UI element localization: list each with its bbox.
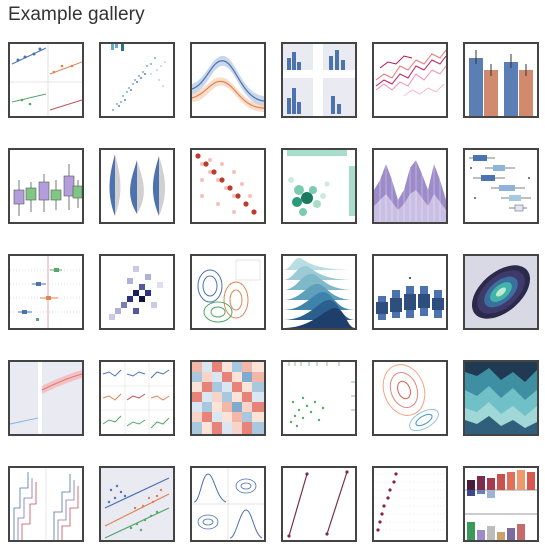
thumbnail-facetgrid-steps[interactable] — [8, 466, 84, 542]
anscombes-quartet-image — [10, 44, 82, 116]
thumbnail-dot-plot[interactable] — [372, 466, 448, 542]
thumbnail-palette-barplot[interactable] — [463, 466, 539, 542]
thumbnail-multiple-bivariate-kde[interactable] — [190, 254, 266, 330]
thumbnail-scatter-jointplot-density[interactable] — [99, 42, 175, 118]
regression-scatter-image — [101, 468, 173, 540]
thumbnail-slope-lines[interactable] — [281, 466, 357, 542]
thumbnail-joint-kde-scatter[interactable] — [463, 254, 539, 330]
thumbnail-regression-scatter[interactable] — [99, 466, 175, 542]
small-multiples-timeseries-image — [101, 362, 173, 434]
thumbnail-layered-histogram[interactable] — [372, 148, 448, 224]
dot-plot-image — [374, 468, 446, 540]
joint-kde-contours-image — [374, 362, 446, 434]
thumbnail-spreadsheet-heatmap[interactable] — [190, 360, 266, 436]
spreadsheet-heatmap-image — [192, 362, 264, 434]
pairgrid-kde-image — [192, 468, 264, 540]
thumbnail-errorband-lineplots[interactable] — [190, 42, 266, 118]
horizontal-boxplot-image — [465, 150, 537, 222]
thumbnail-correlation-heatmap[interactable] — [190, 148, 266, 224]
thumbnail-pointplot-errorbars[interactable] — [8, 254, 84, 330]
boxenplot-image — [374, 256, 446, 328]
thumbnail-grouped-barplot[interactable] — [463, 42, 539, 118]
correlation-heatmap-image — [192, 150, 264, 222]
grouped-barplot-image — [465, 44, 537, 116]
faceted-lineplot-image — [10, 362, 82, 434]
thumbnail-split-violinplot[interactable] — [99, 148, 175, 224]
scatter-jointplot-density-image — [101, 44, 173, 116]
hexbin-jointplot-image — [283, 150, 355, 222]
kde-ridgeplot-image — [283, 256, 355, 328]
timeseries-facets-image — [374, 44, 446, 116]
thumbnail-small-multiples-timeseries[interactable] — [99, 360, 175, 436]
thumbnail-marginal-histograms[interactable] — [281, 42, 357, 118]
thumbnail-horizontal-boxplot[interactable] — [463, 148, 539, 224]
thumbnail-grouped-boxplot[interactable] — [8, 148, 84, 224]
bivariate-histogram-image — [101, 256, 173, 328]
thumbnail-strip-rugplot[interactable] — [281, 360, 357, 436]
example-gallery-grid — [8, 42, 539, 552]
slope-lines-image — [283, 468, 355, 540]
marginal-histograms-image — [283, 44, 355, 116]
stacked-area-image — [465, 362, 537, 434]
thumbnail-hexbin-jointplot[interactable] — [281, 148, 357, 224]
grouped-boxplot-image — [10, 150, 82, 222]
palette-barplot-image — [465, 468, 537, 540]
split-violinplot-image — [101, 150, 173, 222]
thumbnail-boxenplot[interactable] — [372, 254, 448, 330]
thumbnail-timeseries-facets[interactable] — [372, 42, 448, 118]
facetgrid-steps-image — [10, 468, 82, 540]
thumbnail-stacked-area[interactable] — [463, 360, 539, 436]
pointplot-errorbars-image — [10, 256, 82, 328]
joint-kde-scatter-image — [465, 256, 537, 328]
thumbnail-kde-ridgeplot[interactable] — [281, 254, 357, 330]
thumbnail-bivariate-histogram[interactable] — [99, 254, 175, 330]
thumbnail-pairgrid-kde[interactable] — [190, 466, 266, 542]
page-title: Example gallery — [8, 4, 145, 25]
multiple-bivariate-kde-image — [192, 256, 264, 328]
errorband-lineplots-image — [192, 44, 264, 116]
strip-rugplot-image — [283, 362, 355, 434]
thumbnail-anscombes-quartet[interactable] — [8, 42, 84, 118]
thumbnail-joint-kde-contours[interactable] — [372, 360, 448, 436]
layered-histogram-image — [374, 150, 446, 222]
thumbnail-faceted-lineplot[interactable] — [8, 360, 84, 436]
